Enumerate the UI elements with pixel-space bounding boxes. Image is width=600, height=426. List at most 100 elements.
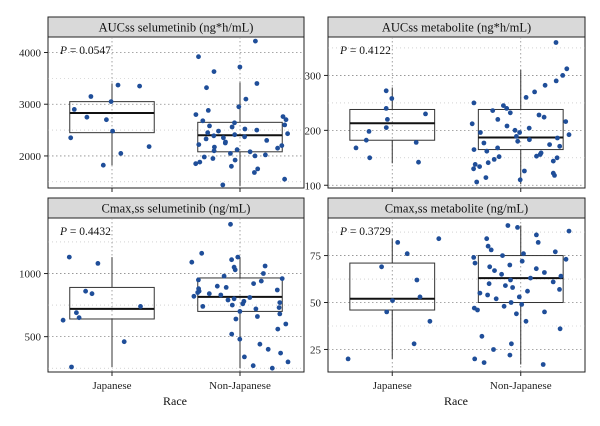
- data-point: [236, 104, 242, 110]
- data-point: [523, 95, 529, 100]
- data-point: [211, 69, 217, 74]
- data-point: [499, 271, 504, 277]
- data-point: [254, 127, 260, 133]
- data-point: [542, 270, 547, 275]
- data-point: [414, 277, 420, 283]
- data-point: [211, 148, 217, 154]
- data-point: [262, 263, 268, 269]
- data-point: [566, 132, 572, 138]
- data-point: [485, 243, 491, 249]
- data-point: [252, 170, 257, 175]
- data-point: [242, 126, 248, 132]
- data-point: [197, 159, 203, 165]
- data-point: [69, 364, 74, 370]
- data-point: [481, 360, 487, 365]
- p-value: = 0.3729: [347, 226, 391, 238]
- data-point: [253, 38, 258, 44]
- data-point: [118, 151, 124, 156]
- panel-2: AUCss metabolite (ng*h/mL) 100 200 300 P = 0…: [305, 16, 586, 192]
- data-point: [507, 110, 513, 116]
- x-tick-label: Non-Japanese: [209, 380, 271, 392]
- data-point: [550, 279, 556, 285]
- data-point: [423, 111, 428, 117]
- data-point: [265, 346, 271, 352]
- data-point: [363, 137, 369, 143]
- data-point: [220, 182, 226, 188]
- data-point: [510, 285, 515, 290]
- y-tick-label: 2000: [19, 151, 42, 163]
- y-tick-label: 200: [305, 125, 322, 137]
- data-point: [492, 268, 497, 273]
- x-axis-title-right: Race: [444, 394, 468, 408]
- p-value-annotation: P = 0.3729: [339, 226, 391, 238]
- p-label: P: [339, 45, 347, 57]
- data-point: [255, 314, 260, 319]
- data-point: [199, 250, 205, 256]
- data-point: [282, 176, 287, 182]
- data-point: [484, 148, 490, 154]
- data-point: [484, 236, 490, 242]
- data-point: [390, 298, 395, 303]
- data-point: [495, 145, 500, 151]
- data-point: [95, 261, 101, 266]
- data-point: [254, 81, 260, 86]
- panel-title: AUCss metabolite (ng*h/mL): [382, 21, 531, 35]
- data-point: [436, 236, 442, 242]
- data-point: [471, 255, 477, 260]
- data-point: [367, 155, 373, 161]
- data-point: [512, 127, 518, 133]
- data-point: [495, 117, 501, 122]
- data-point: [416, 159, 421, 165]
- data-point: [234, 147, 240, 153]
- data-point: [519, 258, 525, 264]
- data-point: [250, 363, 256, 369]
- data-point: [232, 132, 238, 138]
- data-point: [537, 152, 543, 157]
- data-point: [384, 309, 390, 315]
- data-point: [541, 114, 547, 120]
- data-point: [472, 356, 478, 362]
- data-point: [553, 40, 559, 45]
- data-point: [193, 161, 199, 167]
- data-point: [235, 254, 241, 260]
- box-iqr: [69, 286, 155, 320]
- data-point: [252, 153, 258, 159]
- data-point: [554, 155, 560, 161]
- data-point: [507, 352, 513, 358]
- data-point: [269, 365, 275, 371]
- data-point: [231, 264, 237, 270]
- data-point: [76, 315, 82, 321]
- data-point: [206, 291, 212, 297]
- data-point: [228, 221, 233, 227]
- data-point: [115, 82, 121, 88]
- data-point: [211, 133, 217, 139]
- data-point: [491, 347, 496, 352]
- data-point: [557, 326, 563, 332]
- data-point: [547, 142, 552, 148]
- data-point: [557, 287, 562, 292]
- data-point: [490, 108, 496, 113]
- data-point: [191, 293, 197, 299]
- panel-title: Cmax,ss metabolite (ng/mL): [385, 202, 528, 216]
- p-label: P: [339, 226, 347, 238]
- data-point: [233, 316, 239, 322]
- data-point: [237, 64, 243, 70]
- data-point: [264, 138, 270, 143]
- data-point: [242, 134, 248, 140]
- data-point: [560, 73, 566, 78]
- data-point: [536, 112, 542, 118]
- data-point: [68, 135, 74, 141]
- data-point: [383, 88, 389, 94]
- data-point: [231, 296, 237, 302]
- data-point: [566, 228, 572, 234]
- data-point: [411, 341, 417, 347]
- panel-title: AUCss selumetinib (ng*h/mL): [99, 21, 254, 35]
- data-point: [200, 118, 206, 124]
- data-point: [285, 131, 290, 137]
- data-point: [229, 302, 235, 308]
- p-value: = 0.4122: [347, 45, 391, 57]
- data-point: [223, 285, 229, 290]
- data-point: [485, 292, 490, 298]
- panels: AUCss selumetinib (ng*h/mL) 2000 3000 4000 P…: [19, 16, 586, 392]
- data-point: [471, 147, 477, 153]
